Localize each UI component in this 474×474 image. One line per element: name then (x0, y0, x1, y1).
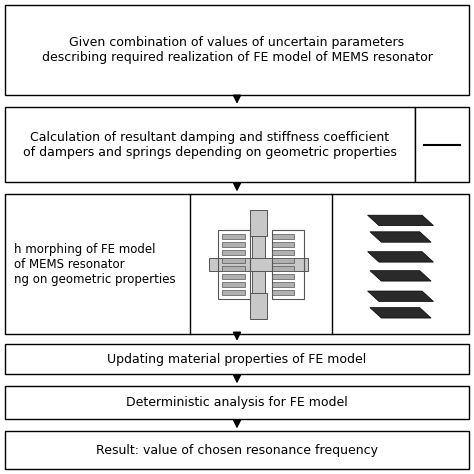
Bar (415, 107, 469, 182)
Polygon shape (368, 215, 433, 226)
Bar (272, 234, 294, 239)
Text: Result: value of chosen resonance frequency: Result: value of chosen resonance freque… (96, 444, 378, 457)
Bar (222, 250, 245, 255)
Bar (272, 266, 294, 271)
Bar (272, 258, 294, 263)
Text: h morphing of FE model
of MEMS resonator
ng on geometric properties: h morphing of FE model of MEMS resonator… (14, 243, 176, 286)
Bar (272, 250, 294, 255)
Bar (222, 266, 245, 271)
Bar (222, 234, 245, 239)
Bar (272, 274, 294, 279)
Bar (209, 258, 308, 271)
Bar (250, 210, 267, 236)
Polygon shape (368, 291, 433, 301)
Bar (272, 290, 294, 295)
Text: Calculation of resultant damping and stiffness coefficient
of dampers and spring: Calculation of resultant damping and sti… (23, 130, 397, 159)
Text: Deterministic analysis for FE model: Deterministic analysis for FE model (126, 396, 348, 410)
Bar (5, 107, 415, 182)
Polygon shape (370, 271, 431, 281)
Text: Given combination of values of uncertain parameters
describing required realizat: Given combination of values of uncertain… (42, 36, 432, 64)
Polygon shape (370, 232, 431, 242)
Bar (218, 230, 250, 299)
Bar (5, 344, 469, 374)
Bar (5, 431, 469, 469)
Bar (250, 293, 267, 319)
Bar (222, 290, 245, 295)
Text: Updating material properties of FE model: Updating material properties of FE model (108, 353, 366, 365)
Bar (222, 282, 245, 287)
Bar (5, 194, 469, 334)
Polygon shape (370, 308, 431, 318)
Bar (272, 230, 304, 299)
Bar (5, 386, 469, 419)
Bar (222, 258, 245, 263)
Bar (272, 282, 294, 287)
Bar (272, 242, 294, 247)
Polygon shape (368, 252, 433, 262)
Bar (5, 5, 469, 95)
Bar (252, 212, 265, 317)
Bar (222, 274, 245, 279)
Bar (222, 242, 245, 247)
